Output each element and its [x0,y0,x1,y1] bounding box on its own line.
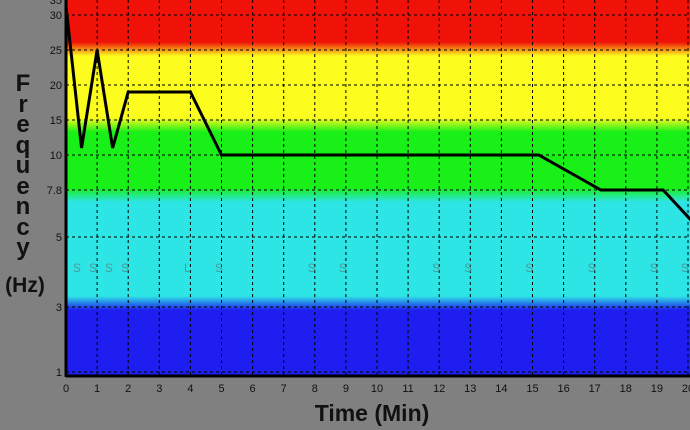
x-tick-label: 16 [557,383,569,395]
event-marker-S: S [432,261,440,275]
event-marker-S: S [105,261,113,275]
x-tick-label: 6 [250,383,256,395]
event-marker-S: S [339,261,347,275]
y-label-letter: e [16,111,30,138]
x-tick-label: 5 [218,383,224,395]
y-label-unit: (Hz) [5,274,45,297]
x-tick-label: 4 [187,383,193,395]
x-tick-label: 8 [312,383,318,395]
event-marker-S: S [650,261,658,275]
y-label-letter: u [15,152,31,179]
x-tick-label: 14 [495,383,507,395]
x-tick-label: 1 [94,383,100,395]
y-label-letter: c [16,213,30,241]
x-tick-label: 10 [371,383,383,395]
y-label-letter: r [18,90,28,118]
frequency-bands [66,0,690,376]
x-tick-label: 20 [682,383,690,395]
y-label-letter: q [15,131,31,159]
event-marker-S: S [308,261,316,275]
x-tick-label: 13 [464,383,476,395]
event-marker-S: S [121,261,129,275]
x-tick-label: 0 [63,383,69,395]
y-label-letter: y [16,234,30,261]
event-marker-S: S [89,261,97,275]
event-marker-L: L [184,261,191,275]
y-tick-label: 10 [50,150,62,162]
y-tick-label: 35 [50,0,62,7]
event-marker-S: S [681,261,689,275]
x-tick-label: 2 [125,383,131,395]
x-tick-label: 19 [651,383,663,395]
event-marker-S: S [215,261,223,275]
y-tick-label: 25 [50,45,62,57]
y-tick-label: 20 [50,80,62,92]
event-marker-S: S [464,261,472,275]
y-tick-label: 15 [50,115,62,127]
x-axis-label: Time (Min) [314,400,430,426]
x-tick-label: 18 [620,383,632,395]
x-tick-label: 12 [433,383,445,395]
y-tick-label: 3 [56,302,62,314]
y-label-letter: e [16,172,30,200]
x-tick-label: 9 [343,383,349,395]
event-marker-S: S [525,261,533,275]
y-label-letter: n [15,193,31,220]
x-tick-label: 7 [281,383,287,395]
y-label-letter: F [15,70,31,97]
x-tick-label: 17 [589,383,601,395]
y-tick-label: 7.8 [47,185,62,197]
y-tick-label: 1 [56,367,62,379]
y-tick-label: 30 [50,10,62,22]
x-tick-label: 11 [402,383,413,395]
x-tick-label: 15 [526,383,538,395]
event-marker-S: S [588,261,596,275]
y-tick-label: 5 [56,232,62,244]
x-tick-label: 3 [156,383,162,395]
event-marker-S: S [73,261,81,275]
